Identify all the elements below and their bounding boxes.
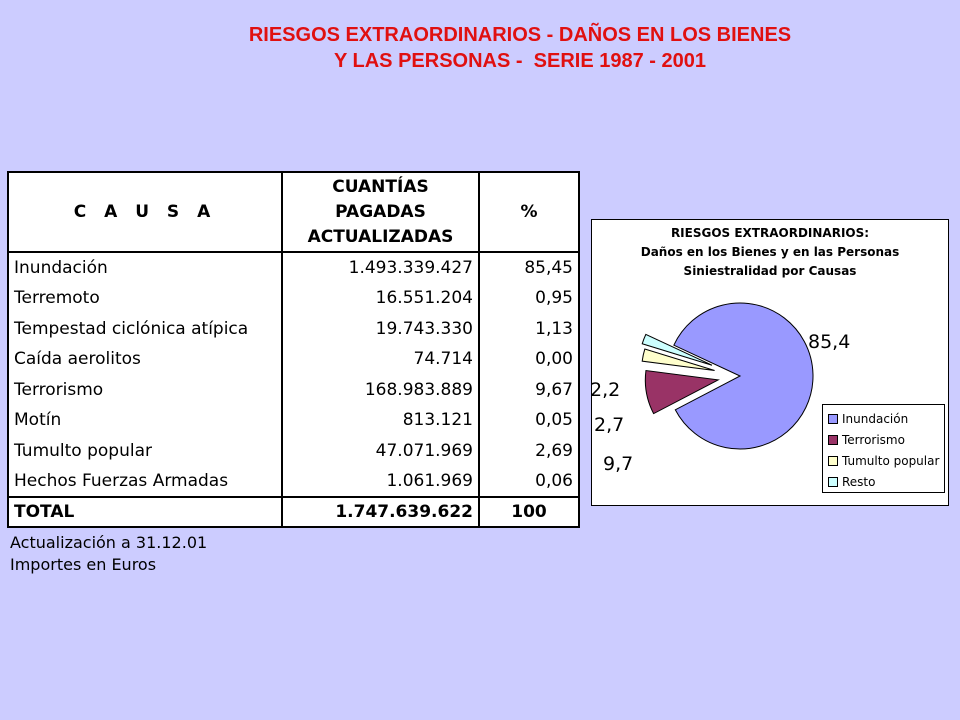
legend-label: Tumulto popular <box>842 453 940 468</box>
table-row: Caída aerolitos 74.714 0,00 <box>7 344 580 375</box>
header-causa: C A U S A <box>7 171 283 253</box>
cell-pct: 2,69 <box>478 435 580 466</box>
cell-pct: 0,00 <box>478 344 580 375</box>
table-row: Motín 813.121 0,05 <box>7 405 580 436</box>
table-total-row: TOTAL 1.747.639.622 100 <box>7 496 580 528</box>
pie-slice-terrorismo <box>644 369 720 415</box>
chart-subtitle-1: Daños en los Bienes y en las Personas <box>640 245 900 259</box>
cell-pct: 0,05 <box>478 405 580 436</box>
cell-causa: Terrorismo <box>7 374 283 405</box>
legend-item: Tumulto popular <box>828 450 944 471</box>
table-body: Inundación 1.493.339.427 85,45 Terremoto… <box>7 251 580 528</box>
cell-amount: 19.743.330 <box>281 313 480 344</box>
legend-item: Resto <box>828 471 944 492</box>
cell-amount: 16.551.204 <box>281 283 480 314</box>
cell-causa: Caída aerolitos <box>7 344 283 375</box>
total-label: TOTAL <box>7 496 283 528</box>
title-line-1: RIESGOS EXTRAORDINARIOS - DAÑOS EN LOS B… <box>248 24 792 46</box>
legend-swatch <box>828 434 838 445</box>
total-amount: 1.747.639.622 <box>281 496 480 528</box>
pie-slice-tumulto-popular <box>641 348 715 371</box>
legend-swatch <box>828 455 838 466</box>
cell-amount: 1.493.339.427 <box>281 251 480 283</box>
legend-item: Inundación <box>828 408 944 429</box>
cell-amount: 74.714 <box>281 344 480 375</box>
cell-causa: Motín <box>7 405 283 436</box>
table-row: Tumulto popular 47.071.969 2,69 <box>7 435 580 466</box>
table-notes: Actualización a 31.12.01 Importes en Eur… <box>10 532 207 576</box>
chart-title: RIESGOS EXTRAORDINARIOS: <box>670 226 870 240</box>
table-header-row: C A U S A CUANTÍAS PAGADAS ACTUALIZADAS … <box>7 171 580 253</box>
table-row: Terremoto 16.551.204 0,95 <box>7 283 580 314</box>
pie-data-label: 85,4 <box>808 331 850 353</box>
cell-amount: 47.071.969 <box>281 435 480 466</box>
note-currency: Importes en Euros <box>10 555 157 574</box>
pie-data-label: 2,2 <box>590 379 620 401</box>
legend-swatch <box>828 413 838 424</box>
cell-causa: Hechos Fuerzas Armadas <box>7 466 283 498</box>
total-pct: 100 <box>478 496 580 528</box>
cell-pct: 0,95 <box>478 283 580 314</box>
legend-swatch <box>828 476 838 487</box>
chart-subtitle-2: Siniestralidad por Causas <box>683 264 857 278</box>
table-row: Tempestad ciclónica atípica 19.743.330 1… <box>7 313 580 344</box>
chart-title-block: RIESGOS EXTRAORDINARIOS: Daños en los Bi… <box>592 224 948 281</box>
cell-amount: 1.061.969 <box>281 466 480 498</box>
header-amount: CUANTÍAS PAGADAS ACTUALIZADAS <box>281 171 480 253</box>
page-title: RIESGOS EXTRAORDINARIOS - DAÑOS EN LOS B… <box>100 22 940 74</box>
cell-amount: 168.983.889 <box>281 374 480 405</box>
header-pct: % <box>478 171 580 253</box>
header-amount-line-3: ACTUALIZADAS <box>307 226 454 247</box>
cell-causa: Tumulto popular <box>7 435 283 466</box>
claims-table: C A U S A CUANTÍAS PAGADAS ACTUALIZADAS … <box>7 171 580 528</box>
table-row: Hechos Fuerzas Armadas 1.061.969 0,06 <box>7 466 580 498</box>
title-line-2: Y LAS PERSONAS - SERIE 1987 - 2001 <box>333 50 706 72</box>
legend-label: Inundación <box>842 411 909 426</box>
cell-pct: 9,67 <box>478 374 580 405</box>
header-amount-line-1: CUANTÍAS <box>332 176 429 197</box>
chart-legend: Inundación Terrorismo Tumulto popular Resto <box>822 404 945 493</box>
table-row: Inundación 1.493.339.427 85,45 <box>7 251 580 283</box>
pie-data-label: 9,7 <box>603 453 633 475</box>
table-row: Terrorismo 168.983.889 9,67 <box>7 374 580 405</box>
pie-slice-resto <box>641 333 713 366</box>
cell-amount: 813.121 <box>281 405 480 436</box>
pie-slice-inundación <box>673 302 814 450</box>
cell-pct: 85,45 <box>478 251 580 283</box>
header-amount-line-2: PAGADAS <box>335 201 426 222</box>
cell-causa: Inundación <box>7 251 283 283</box>
cell-pct: 0,06 <box>478 466 580 498</box>
cell-causa: Tempestad ciclónica atípica <box>7 313 283 344</box>
legend-item: Terrorismo <box>828 429 944 450</box>
pie-data-label: 2,7 <box>594 414 624 436</box>
cell-pct: 1,13 <box>478 313 580 344</box>
note-update-date: Actualización a 31.12.01 <box>10 533 208 552</box>
legend-label: Resto <box>842 474 876 489</box>
legend-label: Terrorismo <box>842 432 905 447</box>
cell-causa: Terremoto <box>7 283 283 314</box>
